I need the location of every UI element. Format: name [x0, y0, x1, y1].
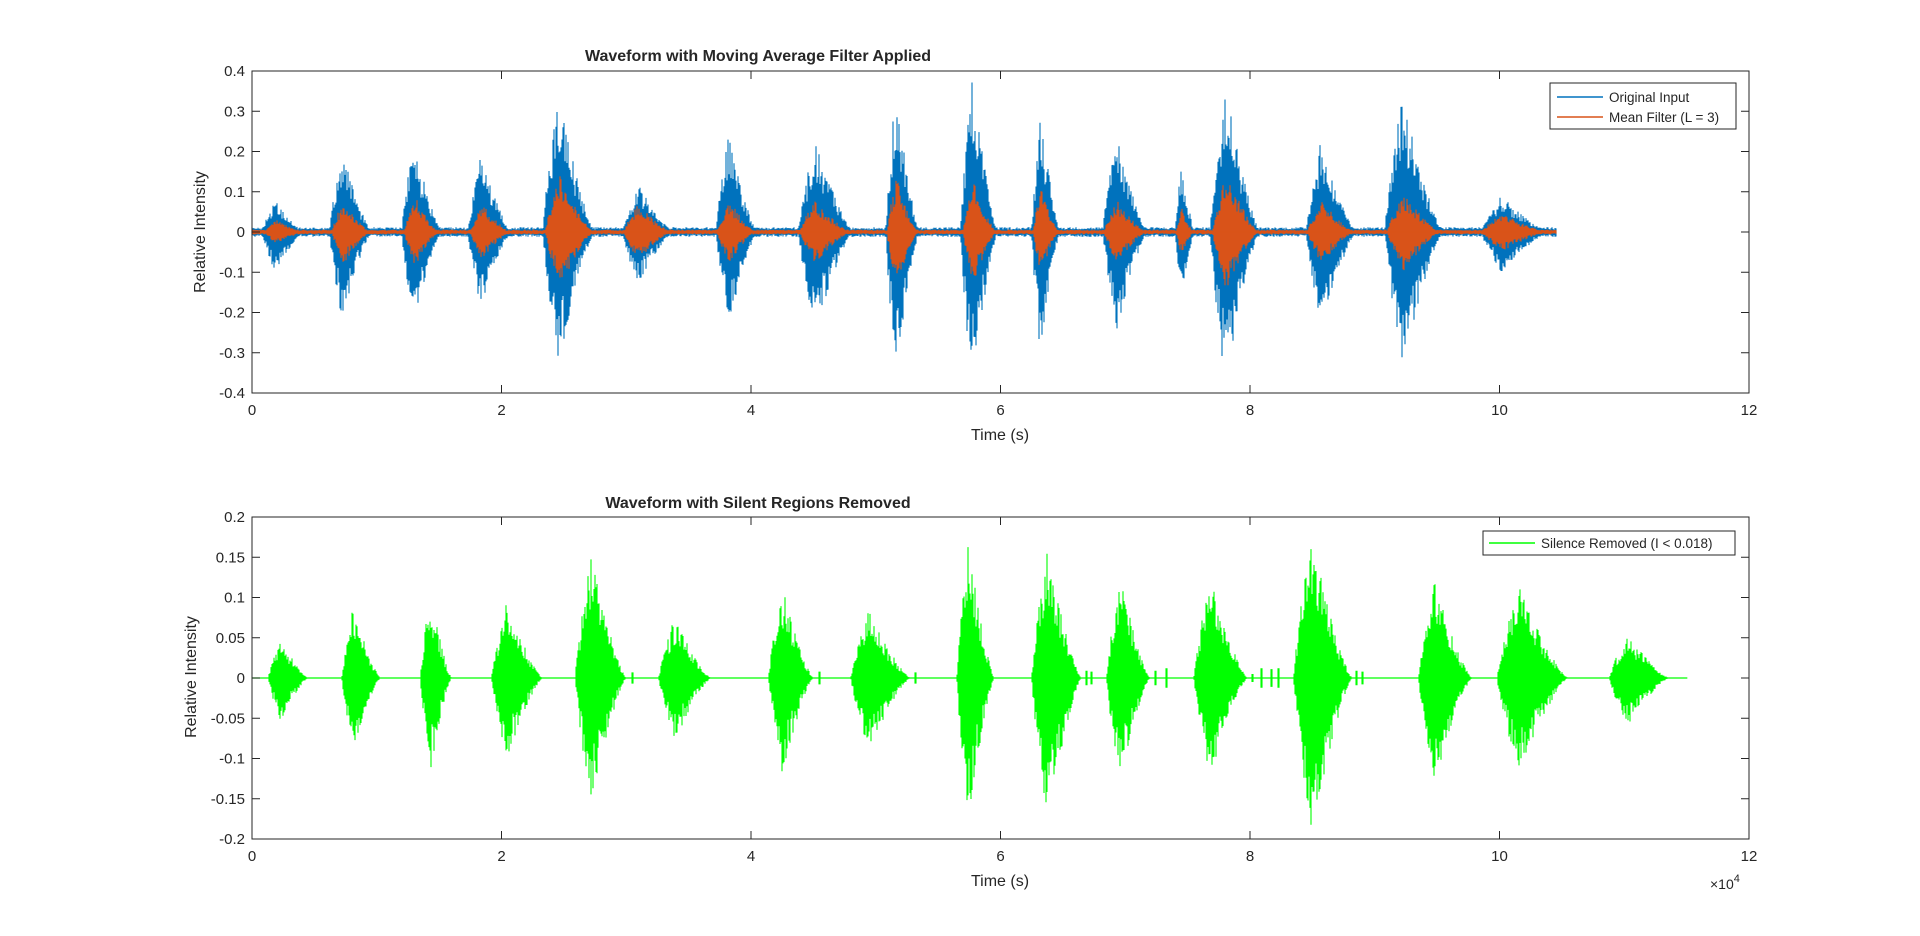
bottom-plot-x-exponent: ×104 — [1710, 873, 1740, 892]
bottom-y-tick-label: -0.05 — [211, 710, 245, 727]
bottom-y-tick-label: 0 — [237, 670, 245, 687]
bottom-x-tick-label: 12 — [1741, 848, 1758, 865]
bottom-plot-ticks: 0 2 4 6 8 10 12 -0.2 -0.15 -0.1 -0.05 0 0.05 0.1 0.15 0… — [211, 509, 1758, 865]
bottom-plot-y-label: Relative Intensity — [183, 616, 200, 738]
bottom-y-tick-label: 0.15 — [216, 549, 245, 566]
top-x-tick-label: 12 — [1741, 402, 1758, 419]
top-plot: 0 2 4 6 8 10 12 -0.4 -0.3 -0.2 -0.1 0 0.1 0.2 0.3 0.4 W… — [192, 48, 1757, 444]
bottom-y-tick-label: 0.2 — [224, 509, 245, 526]
top-y-tick-label: 0.2 — [224, 144, 245, 161]
legend-silence-removed-label: Silence Removed (I < 0.018) — [1541, 536, 1712, 551]
top-y-tick-label: 0.3 — [224, 103, 245, 120]
top-y-tick-label: -0.4 — [219, 385, 245, 402]
bottom-x-tick-label: 10 — [1491, 848, 1508, 865]
bottom-x-tick-label: 6 — [996, 848, 1004, 865]
bottom-plot-legend[interactable]: Silence Removed (I < 0.018) — [1482, 530, 1736, 556]
top-x-tick-label: 6 — [996, 402, 1004, 419]
bottom-plot-legend-box — [1482, 530, 1736, 556]
top-plot-legend-box — [1549, 82, 1737, 130]
bottom-plot: 0 2 4 6 8 10 12 -0.2 -0.15 -0.1 -0.05 0 0.05 0.1 0.15 0… — [183, 495, 1757, 892]
top-plot-y-label: Relative Intensity — [192, 171, 209, 293]
top-plot-waveforms — [251, 82, 1557, 358]
top-x-tick-label: 8 — [1246, 402, 1254, 419]
top-plot-ticks: 0 2 4 6 8 10 12 -0.4 -0.3 -0.2 -0.1 0 0.1 0.2 0.3 0.4 — [219, 63, 1757, 419]
bottom-x-tick-label: 0 — [248, 848, 256, 865]
bottom-y-tick-label: 0.1 — [224, 590, 245, 607]
top-y-tick-label: -0.3 — [219, 345, 245, 362]
top-x-tick-label: 0 — [248, 402, 256, 419]
legend-original-input-label: Original Input — [1609, 90, 1690, 105]
top-y-tick-label: 0 — [237, 224, 245, 241]
top-y-tick-label: -0.1 — [219, 264, 245, 281]
bottom-plot-x-label: Time (s) — [971, 873, 1029, 890]
bottom-y-tick-label: 0.05 — [216, 630, 245, 647]
legend-mean-filter-label: Mean Filter (L = 3) — [1609, 110, 1719, 125]
top-plot-title: Waveform with Moving Average Filter Appl… — [585, 48, 931, 65]
bottom-x-tick-label: 2 — [497, 848, 505, 865]
top-x-tick-label: 10 — [1491, 402, 1508, 419]
bottom-y-tick-label: -0.1 — [219, 751, 245, 768]
bottom-x-tick-label: 4 — [747, 848, 755, 865]
bottom-y-tick-label: -0.2 — [219, 831, 245, 848]
top-x-tick-label: 2 — [497, 402, 505, 419]
bottom-plot-title: Waveform with Silent Regions Removed — [605, 495, 910, 512]
top-x-tick-label: 4 — [747, 402, 755, 419]
bottom-x-tick-label: 8 — [1246, 848, 1254, 865]
bottom-y-tick-label: -0.15 — [211, 791, 245, 808]
top-y-tick-label: 0.1 — [224, 184, 245, 201]
top-plot-legend[interactable]: Original Input Mean Filter (L = 3) — [1549, 82, 1737, 130]
top-y-tick-label: 0.4 — [224, 63, 245, 80]
top-y-tick-label: -0.2 — [219, 305, 245, 322]
top-plot-x-label: Time (s) — [971, 427, 1029, 444]
